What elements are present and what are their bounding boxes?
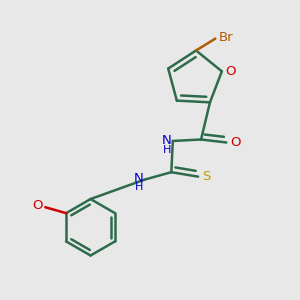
Text: N: N <box>133 172 143 184</box>
Text: H: H <box>163 145 171 155</box>
Text: O: O <box>226 65 236 78</box>
Text: N: N <box>162 134 171 148</box>
Text: O: O <box>32 199 42 212</box>
Text: H: H <box>135 182 143 192</box>
Text: O: O <box>230 136 241 149</box>
Text: S: S <box>202 170 210 183</box>
Text: Br: Br <box>219 31 234 44</box>
